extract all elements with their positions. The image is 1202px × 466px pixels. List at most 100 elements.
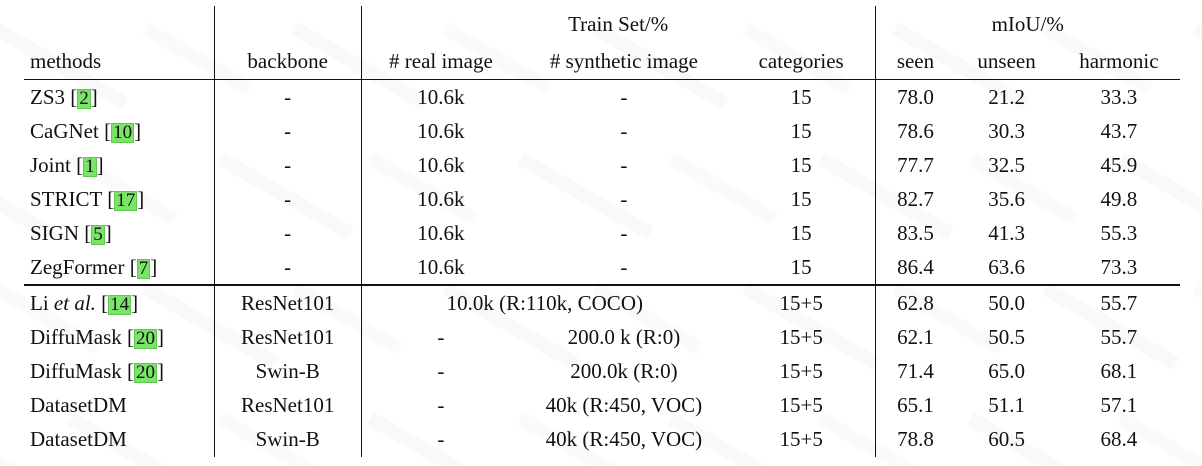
synthetic-image-cell: - bbox=[620, 118, 628, 143]
categories-cell: 15 bbox=[727, 114, 876, 148]
results-table: Train Set/% mIoU/% methods backbone # re… bbox=[24, 6, 1180, 457]
train-set-group-header: Train Set/% bbox=[361, 6, 876, 43]
method-cell: STRICT [17] bbox=[24, 182, 215, 216]
harmonic-cell: 55.3 bbox=[1100, 220, 1138, 245]
seen-cell: 86.4 bbox=[875, 250, 956, 286]
unseen-cell: 50.0 bbox=[988, 290, 1025, 315]
backbone-cell: ResNet101 bbox=[214, 320, 362, 354]
categories-cell: 15 bbox=[727, 79, 876, 114]
col-seen: seen bbox=[875, 43, 956, 80]
method-name: Joint bbox=[30, 152, 71, 177]
backbone-cell: - bbox=[214, 182, 362, 216]
real-image-cell: 10.6k bbox=[361, 250, 520, 286]
backbone-cell: - bbox=[214, 114, 362, 148]
citation-link[interactable]: 17 bbox=[114, 189, 138, 211]
citation-link[interactable]: 10 bbox=[111, 121, 135, 143]
col-real-image: # real image bbox=[361, 43, 520, 80]
method-name: CaGNet bbox=[30, 118, 99, 143]
method-cell: CaGNet [10] bbox=[24, 114, 215, 148]
method-cell: DiffuMask [20] bbox=[24, 354, 215, 388]
method-cell: Joint [1] bbox=[24, 148, 215, 182]
table-row: DiffuMask [20] ResNet101 - 200.0 k (R:0)… bbox=[24, 320, 1180, 354]
synthetic-image-cell: - bbox=[620, 220, 628, 245]
seen-cell: 71.4 bbox=[897, 358, 934, 383]
real-image-cell: 10.6k bbox=[417, 186, 465, 211]
harmonic-cell: 45.9 bbox=[1100, 152, 1138, 177]
backbone-cell: - bbox=[214, 250, 362, 286]
method-name: ZS3 bbox=[30, 84, 66, 109]
col-backbone: backbone bbox=[214, 43, 362, 80]
seen-cell: 83.5 bbox=[897, 220, 934, 245]
col-unseen: unseen bbox=[955, 43, 1058, 80]
synthetic-image-cell: 200.0k (R:0) bbox=[570, 358, 678, 383]
backbone-cell: ResNet101 bbox=[214, 388, 362, 422]
categories-cell: 15+5 bbox=[727, 320, 876, 354]
unseen-cell: 30.3 bbox=[988, 118, 1025, 143]
seen-cell: 78.0 bbox=[897, 84, 934, 109]
method-name: ZegFormer bbox=[30, 254, 125, 279]
backbone-cell: Swin-B bbox=[214, 422, 362, 457]
unseen-cell: 51.1 bbox=[988, 392, 1025, 417]
harmonic-cell: 73.3 bbox=[1057, 250, 1180, 286]
method-name: DiffuMask bbox=[30, 358, 122, 383]
table-row: SIGN [5] - 10.6k - 15 83.5 41.3 55.3 bbox=[24, 216, 1180, 250]
citation-link[interactable]: 20 bbox=[134, 327, 158, 349]
synthetic-image-cell: - bbox=[620, 152, 628, 177]
header-empty bbox=[214, 6, 362, 43]
real-image-cell: 10.6k bbox=[417, 118, 465, 143]
seen-cell: 78.6 bbox=[897, 118, 934, 143]
categories-cell: 15+5 bbox=[727, 285, 876, 320]
harmonic-cell: 68.1 bbox=[1100, 358, 1138, 383]
categories-cell: 15+5 bbox=[727, 422, 876, 457]
synthetic-image-cell: 200.0 k (R:0) bbox=[567, 324, 681, 349]
harmonic-cell: 68.4 bbox=[1100, 427, 1138, 451]
synthetic-image-cell: - bbox=[620, 186, 628, 211]
harmonic-cell: 49.8 bbox=[1100, 186, 1138, 211]
citation-link[interactable]: 7 bbox=[136, 257, 151, 279]
seen-cell: 82.7 bbox=[897, 186, 934, 211]
categories-cell: 15 bbox=[727, 182, 876, 216]
method-name: Li bbox=[30, 290, 54, 315]
combined-image-cell: 10.0k (R:110k, COCO) bbox=[446, 290, 643, 315]
real-image-cell: - bbox=[437, 358, 445, 383]
header-empty bbox=[24, 6, 215, 43]
method-name: SIGN bbox=[30, 220, 80, 245]
method-cell: DatasetDM bbox=[24, 388, 215, 422]
citation-link[interactable]: 1 bbox=[83, 155, 97, 177]
harmonic-cell: 33.3 bbox=[1100, 84, 1138, 109]
real-image-cell: 10.6k bbox=[417, 84, 465, 109]
unseen-cell: 50.5 bbox=[988, 324, 1025, 349]
harmonic-cell: 55.7 bbox=[1100, 324, 1138, 349]
method-cell: Li et al. [14] bbox=[24, 285, 215, 320]
unseen-cell: 63.6 bbox=[955, 250, 1058, 286]
categories-cell: 15 bbox=[727, 250, 876, 286]
unseen-cell: 60.5 bbox=[988, 427, 1025, 451]
method-cell: ZegFormer [7] bbox=[24, 250, 215, 286]
citation-link[interactable]: 20 bbox=[134, 361, 158, 383]
categories-cell: 15+5 bbox=[727, 354, 876, 388]
table-row: DatasetDM ResNet101 - 40k (R:450, VOC) 1… bbox=[24, 388, 1180, 422]
table-row: STRICT [17] - 10.6k - 15 82.7 35.6 49.8 bbox=[24, 182, 1180, 216]
categories-cell: 15 bbox=[727, 216, 876, 250]
method-name-italic: et al. bbox=[53, 290, 96, 315]
seen-cell: 77.7 bbox=[897, 152, 934, 177]
method-cell: DatasetDM bbox=[24, 422, 215, 457]
unseen-cell: 32.5 bbox=[988, 152, 1025, 177]
citation-link[interactable]: 5 bbox=[91, 223, 105, 245]
categories-cell: 15 bbox=[727, 148, 876, 182]
real-image-cell: 10.6k bbox=[417, 152, 465, 177]
citation-link[interactable]: 14 bbox=[108, 293, 132, 315]
seen-cell: 62.1 bbox=[897, 324, 934, 349]
real-image-cell: - bbox=[437, 324, 445, 349]
col-harmonic: harmonic bbox=[1057, 43, 1180, 80]
table-row: ZegFormer [7] - 10.6k - 15 86.4 63.6 73.… bbox=[24, 250, 1180, 286]
backbone-cell: - bbox=[214, 148, 362, 182]
method-cell: SIGN [5] bbox=[24, 216, 215, 250]
col-methods: methods bbox=[24, 43, 215, 80]
citation-link[interactable]: 2 bbox=[77, 87, 91, 109]
unseen-cell: 35.6 bbox=[988, 186, 1025, 211]
seen-cell: 62.8 bbox=[897, 290, 934, 315]
table-row: DiffuMask [20] Swin-B - 200.0k (R:0) 15+… bbox=[24, 354, 1180, 388]
method-cell: DiffuMask [20] bbox=[24, 320, 215, 354]
method-name: DiffuMask bbox=[30, 324, 122, 349]
